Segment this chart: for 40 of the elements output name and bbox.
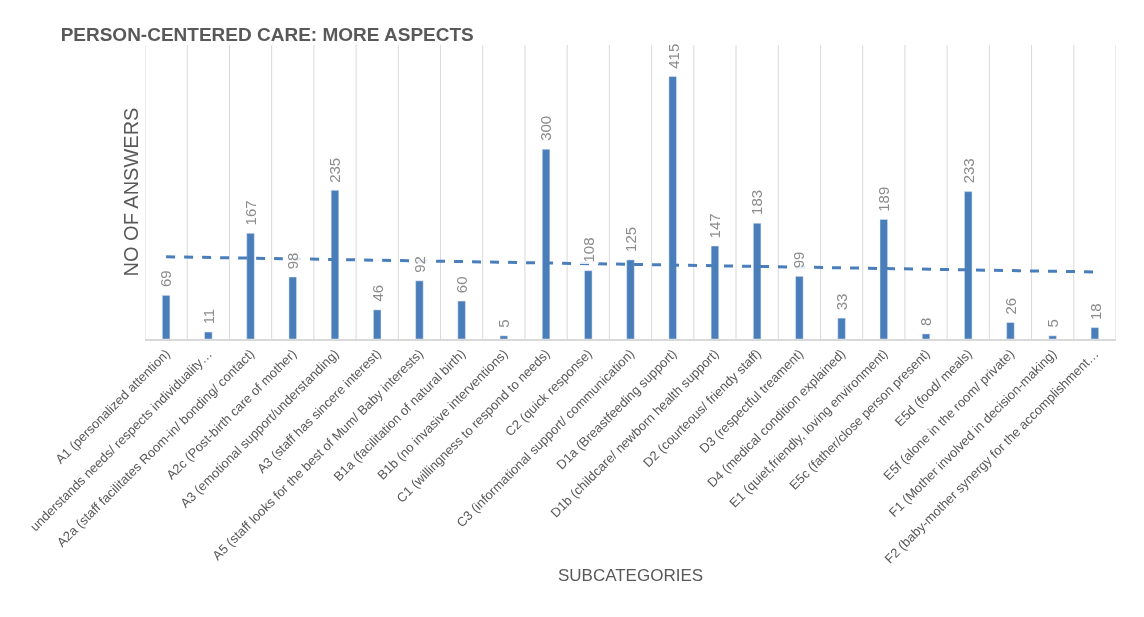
- data-label: 69: [157, 270, 175, 287]
- data-label: 92: [411, 256, 429, 273]
- data-label: 183: [748, 189, 766, 215]
- data-label: 99: [790, 251, 808, 269]
- data-label: 125: [622, 226, 640, 252]
- bar: [584, 270, 593, 339]
- bar: [204, 331, 213, 339]
- bar: [457, 300, 466, 339]
- bar: [837, 317, 846, 339]
- chart-title: PERSON-CENTERED CARE: MORE ASPECTS: [60, 24, 474, 46]
- bar: [795, 276, 804, 339]
- data-label: 18: [1086, 303, 1104, 320]
- data-label: 300: [537, 115, 555, 141]
- bar: [1048, 335, 1057, 339]
- data-label: 108: [580, 237, 598, 263]
- bar: [921, 333, 931, 339]
- data-label: 8: [917, 317, 935, 326]
- data-label: 11: [200, 308, 218, 325]
- bar: [415, 280, 424, 339]
- bar: [499, 335, 508, 339]
- data-label: 147: [706, 213, 724, 239]
- y-axis-title: NO OF ANSWERS: [119, 107, 142, 277]
- data-label: 60: [453, 276, 471, 294]
- data-label: 167: [241, 200, 259, 226]
- data-label: 46: [368, 284, 386, 302]
- bar: [288, 276, 297, 339]
- data-label: 233: [960, 158, 978, 184]
- data-label: 5: [1043, 319, 1061, 328]
- data-label: 5: [495, 319, 513, 328]
- data-label: 189: [874, 186, 892, 212]
- bar: [1006, 322, 1015, 339]
- data-label: 98: [284, 252, 302, 270]
- data-label: 26: [1002, 297, 1020, 315]
- data-label: 235: [326, 157, 344, 183]
- bar: [373, 309, 382, 339]
- data-label: 33: [832, 293, 850, 311]
- data-label: 415: [664, 43, 682, 69]
- x-axis-title: SUBCATEGORIES: [557, 566, 704, 586]
- bar: [1090, 327, 1099, 339]
- bar: [162, 295, 171, 339]
